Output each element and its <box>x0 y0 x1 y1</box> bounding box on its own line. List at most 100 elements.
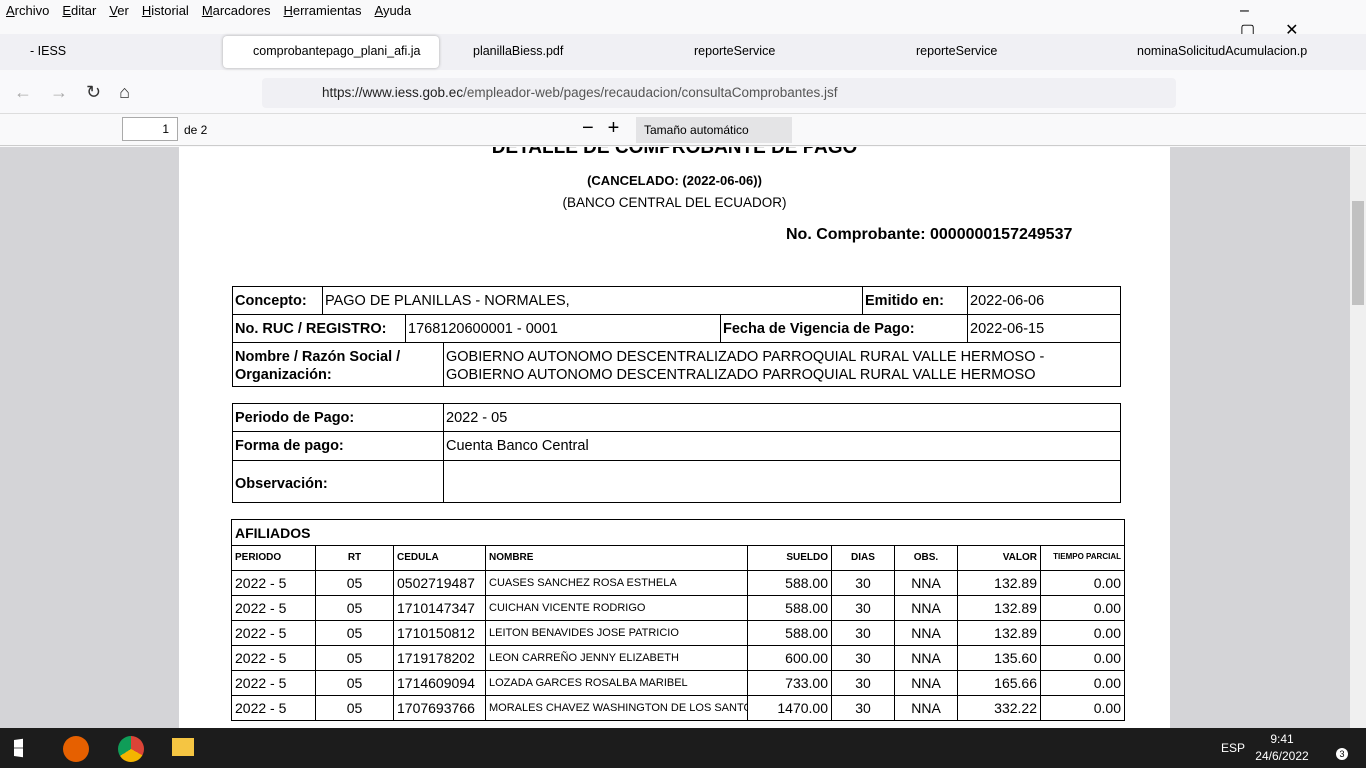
field-label: Periodo de Pago: <box>232 403 444 432</box>
notification-count[interactable]: 3 <box>1336 748 1348 760</box>
table-cell: 2022 - 5 <box>231 570 316 596</box>
table-cell: 132.89 <box>957 620 1041 646</box>
table-cell: NNA <box>894 670 958 696</box>
browser-tab[interactable]: planillaBiess.pdf <box>473 44 564 58</box>
table-cell: 0.00 <box>1040 620 1125 646</box>
pdf-toolbar: 1 de 2 −+ Tamaño automático <box>0 114 1366 146</box>
browser-tab[interactable]: reporteService <box>694 44 776 58</box>
table-cell: 30 <box>831 595 895 621</box>
table-cell: 135.60 <box>957 645 1041 671</box>
field-value-empty <box>443 460 1121 503</box>
column-header: NOMBRE <box>485 545 748 571</box>
table-cell: 588.00 <box>747 570 832 596</box>
table-cell: 0.00 <box>1040 695 1125 721</box>
field-label: Observación: <box>232 460 444 503</box>
table-cell: 733.00 <box>747 670 832 696</box>
browser-tab[interactable]: reporteService <box>916 44 998 58</box>
clock-time[interactable]: 9:41 <box>1270 732 1294 746</box>
firefox-icon[interactable] <box>63 736 89 762</box>
field-value: PAGO DE PLANILLAS - NORMALES, <box>322 286 863 315</box>
field-value: GOBIERNO AUTONOMO DESCENTRALIZADO PARROQ… <box>443 342 1121 387</box>
url-host: https://www.iess.gob.ec <box>322 85 464 100</box>
field-label: Emitido en: <box>862 286 968 315</box>
menu-item[interactable]: Ver <box>109 3 129 18</box>
page-count: de 2 <box>184 123 208 137</box>
language[interactable]: ESP <box>1221 741 1246 755</box>
url-path: /empleador-web/pages/recaudacion/consult… <box>463 85 838 100</box>
table-cell: 05 <box>315 620 394 646</box>
table-cell: 132.89 <box>957 595 1041 621</box>
field-label: Forma de pago: <box>232 431 444 461</box>
table-cell: NNA <box>894 645 958 671</box>
taskbar: ESP 9:41 24/6/2022 3 <box>0 728 1366 768</box>
zoom-select[interactable]: Tamaño automático <box>636 117 792 143</box>
table-cell: 2022 - 5 <box>231 670 316 696</box>
column-header: CEDULA <box>393 545 486 571</box>
table-cell: 30 <box>831 695 895 721</box>
browser-tab[interactable]: comprobantepago_plani_afi.ja <box>223 36 439 68</box>
column-header: VALOR <box>957 545 1041 571</box>
table-cell: 1714609094 <box>393 670 486 696</box>
field-label: Concepto: <box>232 286 323 315</box>
chrome-icon[interactable] <box>118 736 144 762</box>
table-cell: NNA <box>894 695 958 721</box>
url-bar[interactable]: https://www.iess.gob.ec/empleador-web/pa… <box>262 78 1176 108</box>
page-input[interactable]: 1 <box>122 117 178 141</box>
table-cell: 132.89 <box>957 570 1041 596</box>
table-cell: 2022 - 5 <box>231 595 316 621</box>
field-value: Cuenta Banco Central <box>443 431 1121 461</box>
doc-title: DETALLE DE COMPROBANTE DE PAGO <box>491 147 858 158</box>
column-header: RT <box>315 545 394 571</box>
table-cell: 1470.00 <box>747 695 832 721</box>
table-cell: NNA <box>894 570 958 596</box>
tab-strip: - IESS comprobantepago_plani_afi.ja planil… <box>0 34 1366 70</box>
table-cell: 165.66 <box>957 670 1041 696</box>
pdf-page: DETALLE DE COMPROBANTE DE PAGO (CANCELAD… <box>179 147 1170 728</box>
menu-item[interactable]: Historial <box>141 3 189 18</box>
table-cell: 0.00 <box>1040 670 1125 696</box>
start-button[interactable] <box>14 738 23 758</box>
menu-item[interactable]: Archivo <box>6 3 50 18</box>
nav-buttons[interactable]: ←→↻⌂ <box>14 82 148 102</box>
section-title: AFILIADOS <box>231 519 1125 546</box>
table-cell: 30 <box>831 670 895 696</box>
doc-bank: (BANCO CENTRAL DEL ECUADOR) <box>562 195 787 210</box>
field-label: Nombre / Razón Social / Organización: <box>232 342 444 387</box>
table-cell: LEITON BENAVIDES JOSE PATRICIO <box>485 620 748 646</box>
column-header: PERIODO <box>231 545 316 571</box>
menu-item[interactable]: Herramientas <box>283 3 362 18</box>
table-cell: MORALES CHAVEZ WASHINGTON DE LOS SANTOS <box>485 695 748 721</box>
field-value: 1768120600001 - 0001 <box>405 314 721 343</box>
browser-tab[interactable]: - IESS <box>30 44 67 58</box>
table-cell: 1710150812 <box>393 620 486 646</box>
nav-bar: ←→↻⌂ https://www.iess.gob.ec/empleador-w… <box>0 72 1366 114</box>
menu-item[interactable]: Ayuda <box>374 3 412 18</box>
zoom-buttons[interactable]: −+ <box>582 117 634 139</box>
table-cell: 05 <box>315 670 394 696</box>
menu-item[interactable]: Marcadores <box>201 3 271 18</box>
field-value: 2022-06-06 <box>967 286 1121 315</box>
scrollbar[interactable] <box>1350 147 1366 728</box>
table-cell: 2022 - 5 <box>231 695 316 721</box>
table-cell: 332.22 <box>957 695 1041 721</box>
field-label: No. RUC / REGISTRO: <box>232 314 406 343</box>
field-value: 2022-06-15 <box>967 314 1121 343</box>
clock-date[interactable]: 24/6/2022 <box>1255 749 1309 763</box>
table-cell: 0.00 <box>1040 595 1125 621</box>
table-cell: 0.00 <box>1040 645 1125 671</box>
table-cell: 588.00 <box>747 620 832 646</box>
table-cell: 05 <box>315 595 394 621</box>
browser-tab[interactable]: nominaSolicitudAcumulacion.p <box>1137 44 1308 58</box>
table-cell: 30 <box>831 570 895 596</box>
table-cell: 30 <box>831 645 895 671</box>
column-header: SUELDO <box>747 545 832 571</box>
doc-status: (CANCELADO: (2022-06-06)) <box>587 173 762 188</box>
explorer-icon[interactable] <box>172 738 194 756</box>
table-cell: 1710147347 <box>393 595 486 621</box>
table-cell: 2022 - 5 <box>231 645 316 671</box>
column-header: TIEMPO PARCIAL <box>1040 545 1125 571</box>
table-cell: 30 <box>831 620 895 646</box>
menu-item[interactable]: Editar <box>62 3 97 18</box>
doc-receipt: No. Comprobante: 0000000157249537 <box>786 226 1073 243</box>
